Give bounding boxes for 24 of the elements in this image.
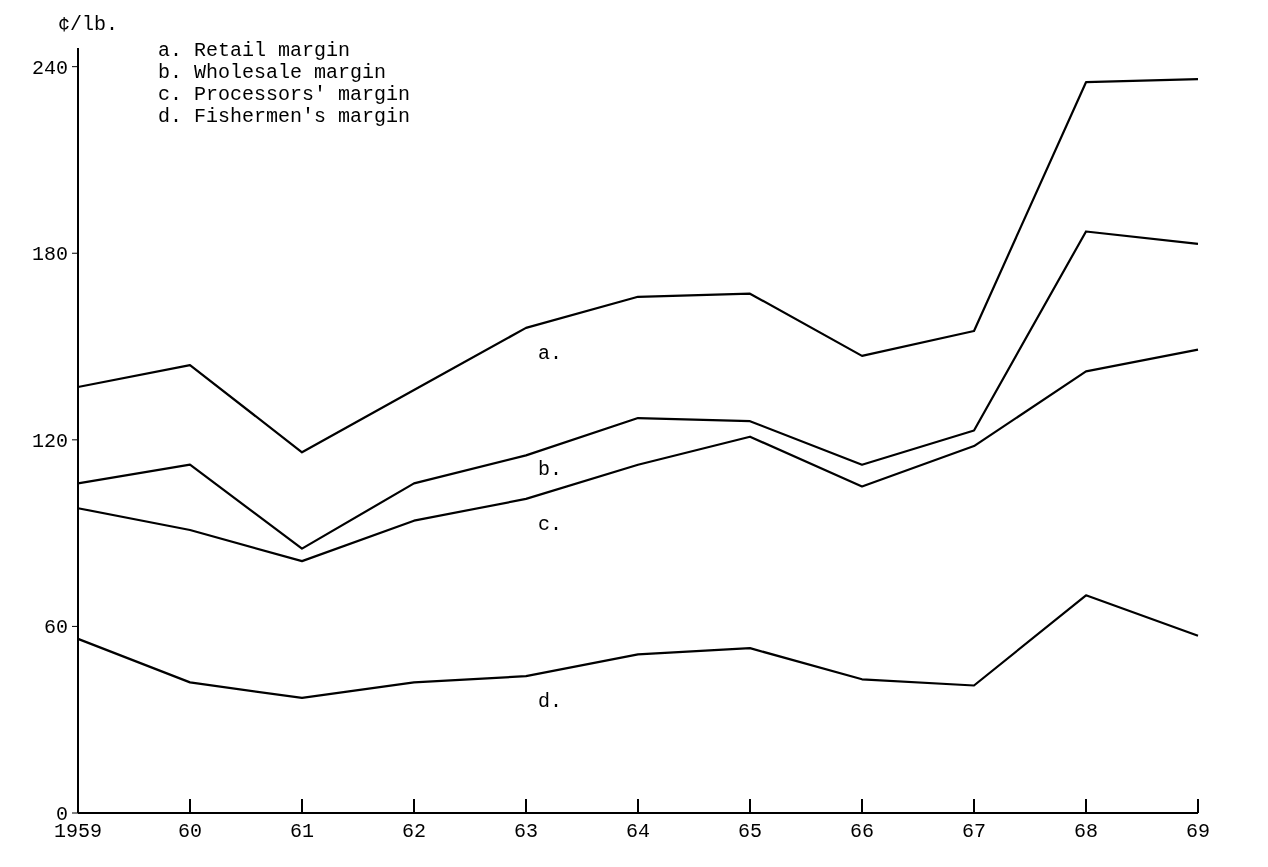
y-tick-label: 180 [31, 243, 68, 267]
x-tick-label: 65 [737, 820, 763, 843]
y-axis-title: ¢/lb. [58, 13, 119, 36]
y-tick-label: 240 [31, 56, 68, 80]
x-tick-label: 62 [401, 820, 427, 843]
x-tick-label: 61 [289, 820, 315, 843]
y-tick-label: 120 [31, 429, 68, 453]
annotation: d. Fishermen's margin [158, 105, 411, 128]
annotation: a. Retail margin [158, 39, 351, 62]
x-tick-label: 64 [625, 820, 651, 843]
x-tick-label: 69 [1185, 820, 1211, 843]
x-tick-label: 68 [1073, 820, 1099, 843]
series-label: c. [538, 512, 563, 536]
x-tick-label: 66 [849, 820, 875, 843]
x-tick-label: 63 [513, 820, 539, 843]
y-tick-label: 60 [43, 616, 68, 640]
series-label: a. [538, 341, 563, 365]
series-label: b. [538, 458, 563, 482]
annotation: b. Wholesale margin [158, 61, 387, 84]
x-tick-label: 1959 [53, 820, 103, 843]
annotation: c. Processors' margin [158, 83, 411, 106]
x-tick-label: 60 [177, 820, 203, 843]
x-tick-label: 67 [961, 820, 987, 843]
series-label: d. [538, 690, 563, 714]
